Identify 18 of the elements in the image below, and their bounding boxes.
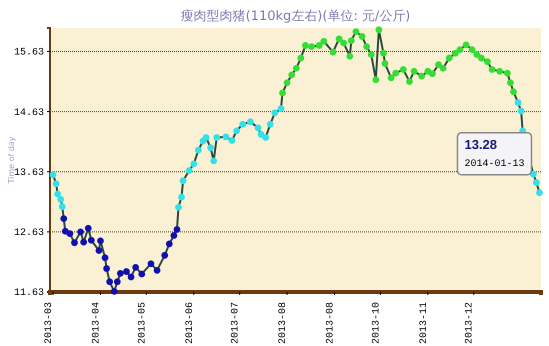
x-tick-label: 2013-06: [184, 302, 196, 344]
x-tick-label: 2013-08: [278, 302, 290, 344]
chart-title: 瘦肉型肉猪(110kg左右)(单位: 元/公斤): [180, 9, 410, 24]
y-axis-title: Time of day: [7, 136, 16, 185]
x-tick-label: 2013-04: [91, 302, 102, 344]
y-tick-label: 15.63: [14, 48, 44, 59]
annotation: 13.28 2014-01-13: [464, 136, 524, 170]
x-tick-label: 2013-12: [464, 302, 476, 344]
x-tick-label: 2013-10: [371, 302, 382, 344]
y-tick-label: 12.63: [14, 228, 44, 240]
y-tick-label: 14.63: [14, 108, 44, 119]
y-tick-label: 13.63: [14, 168, 44, 179]
x-tick-label: 2013-11: [418, 302, 430, 344]
x-tick-label: 2013-05: [137, 302, 148, 344]
x-tick-label: 2013-08: [326, 302, 337, 344]
y-tick-label: 11.63: [14, 288, 44, 300]
x-tick-label: 2013-03: [44, 302, 56, 344]
x-tick-label: 2013-07: [230, 302, 242, 344]
